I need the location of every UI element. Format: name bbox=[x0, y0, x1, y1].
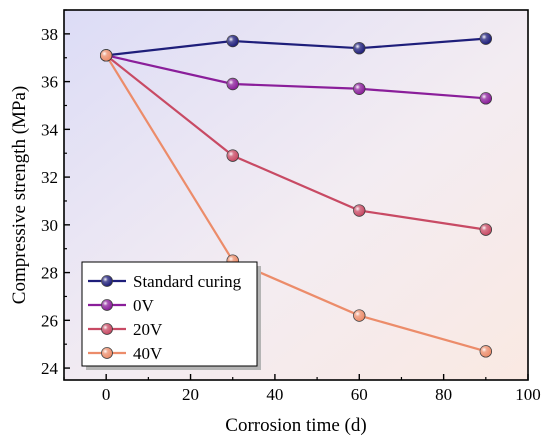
x-axis-title: Corrosion time (d) bbox=[225, 415, 366, 436]
y-tick-label: 24 bbox=[41, 359, 59, 378]
series-standard-curing-point-highlight bbox=[353, 42, 366, 54]
series-0v-point-highlight bbox=[353, 82, 366, 95]
legend-item-0v-marker-highlight bbox=[101, 299, 113, 311]
legend-item-40v-label: 40V bbox=[133, 344, 163, 363]
series-0v-line bbox=[105, 54, 486, 100]
series-40v-line bbox=[105, 54, 487, 353]
y-tick-label: 26 bbox=[41, 311, 58, 330]
x-tick-label: 100 bbox=[515, 385, 541, 404]
legend-item-20v-label: 20V bbox=[133, 320, 163, 339]
x-tick-label: 80 bbox=[435, 385, 452, 404]
series-20v-point-highlight bbox=[480, 223, 492, 236]
series-20v-point-highlight bbox=[226, 149, 239, 162]
series-standard-curing-line bbox=[106, 37, 486, 57]
y-tick-label: 30 bbox=[41, 216, 58, 235]
x-tick-label: 20 bbox=[182, 385, 199, 404]
series-20v-line bbox=[105, 54, 486, 231]
x-tick-label: 40 bbox=[266, 385, 283, 404]
legend: Standard curing 0V 20V 40V bbox=[81, 261, 261, 370]
series-standard-curing-point-highlight bbox=[480, 32, 492, 45]
legend-item-standard-curing-marker-highlight bbox=[101, 275, 113, 287]
series-40v-point-highlight bbox=[480, 345, 492, 358]
series-standard-curing-point-highlight bbox=[226, 35, 239, 47]
series-0v-point-highlight bbox=[480, 92, 492, 105]
y-tick-label: 36 bbox=[41, 73, 58, 92]
legend-item-20v-marker-highlight bbox=[101, 323, 113, 335]
series-40v-point-highlight bbox=[100, 49, 112, 62]
series-40v-point-highlight bbox=[353, 309, 366, 322]
x-tick-label: 60 bbox=[351, 385, 368, 404]
legend-item-40v-marker-highlight bbox=[101, 347, 113, 359]
series-20v-point-highlight bbox=[353, 204, 366, 217]
y-tick-label: 38 bbox=[41, 25, 58, 44]
legend-item-0v-label: 0V bbox=[133, 296, 155, 315]
legend-item-standard-curing-label: Standard curing bbox=[133, 272, 242, 291]
y-axis-title: Compressive strength (MPa) bbox=[9, 86, 30, 304]
y-tick-label: 34 bbox=[41, 120, 59, 139]
series-0v-point-highlight bbox=[226, 78, 239, 90]
y-tick-label: 28 bbox=[41, 264, 58, 283]
y-tick-label: 32 bbox=[41, 168, 58, 187]
plot-frame bbox=[63, 9, 529, 381]
x-tick-label: 0 bbox=[102, 385, 111, 404]
